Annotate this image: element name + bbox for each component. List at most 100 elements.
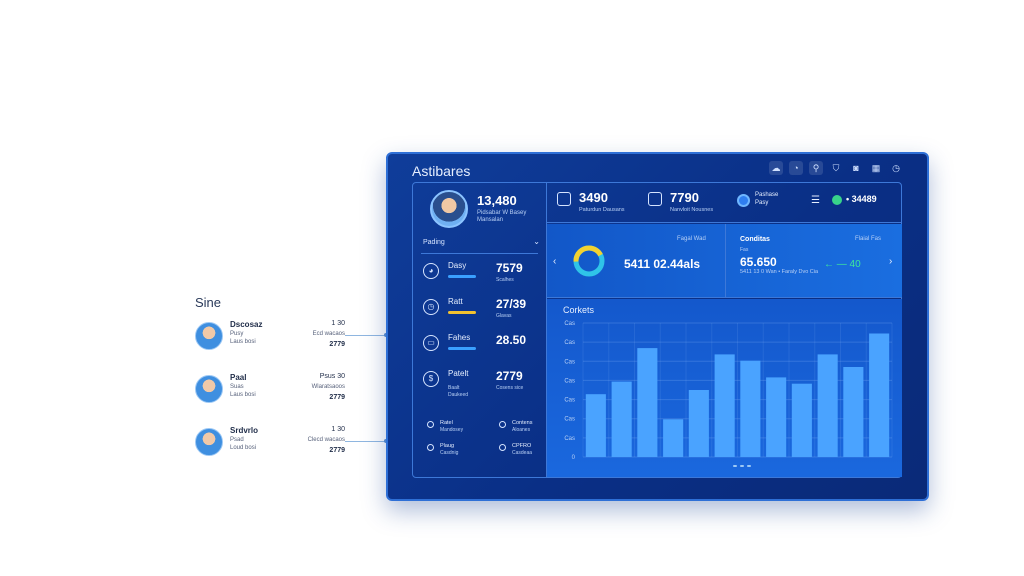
clock-icon[interactable]: ◷: [892, 163, 900, 173]
summary-value: 5411 02.44als: [624, 257, 701, 271]
badge-title: Pashase: [755, 192, 779, 198]
user-card[interactable]: Srdvrlo Psad Loud bosi 1 30 Clecd wacaos…: [195, 426, 355, 466]
stat-item[interactable]: $ Patelt 2779 Baalt Cosens sice Daukeed: [423, 369, 543, 399]
divider: [421, 253, 538, 254]
link-icon[interactable]: ⚲: [809, 161, 823, 175]
gauge-icon: ◕: [423, 263, 439, 279]
conditions-title: Conditas: [740, 236, 770, 243]
stat-sub: Baalt: [448, 385, 460, 391]
conditions-sub: Fas: [740, 247, 749, 253]
legend-item[interactable]: Ratel Mandosey: [427, 420, 487, 436]
legend-title: Ratel: [440, 420, 453, 426]
shield-icon[interactable]: ⛉: [832, 163, 840, 173]
donut-chart: [573, 245, 605, 277]
top-stat-value: 7790: [670, 190, 699, 205]
user-card[interactable]: Dscosaz Pusy Laus bosi 1 30 Ecd wacaos 2…: [195, 320, 355, 360]
chart-title: Corkets: [563, 305, 595, 315]
user-line2: Laus bosi: [230, 339, 256, 345]
chart-bar[interactable]: [611, 381, 632, 457]
user-line2: Laus bosi: [230, 392, 256, 398]
user-card[interactable]: Paal Suas Laus bosi Psus 30 Wlaratsaoos …: [195, 373, 355, 413]
chart-bar[interactable]: [869, 333, 890, 458]
chart-bar[interactable]: [663, 419, 684, 457]
stat-label: Fahes: [448, 333, 471, 342]
chat-icon: ▭: [423, 335, 439, 351]
clock-icon: ◷: [423, 299, 439, 315]
radio-icon: [427, 421, 434, 428]
chart-bar[interactable]: [637, 348, 658, 457]
side-list-title: Sine: [195, 295, 222, 310]
summary-row: ‹ Fagal Wad 5411 02.44als Conditas Fas F…: [547, 224, 902, 298]
chart-bar[interactable]: [714, 354, 735, 457]
legend-item[interactable]: CPFRO Casdeaa: [499, 443, 559, 459]
chart-bar[interactable]: [740, 360, 761, 457]
avatar[interactable]: [430, 190, 468, 228]
stat-label: Ratt: [448, 297, 463, 306]
stat-item[interactable]: ◷ Ratt 27/39 Glavas: [423, 297, 543, 327]
stat-item[interactable]: ◕ Dasy 7579 Scalhes: [423, 261, 543, 291]
user-name: Srdvrlo: [230, 426, 259, 435]
window-icon[interactable]: ▦: [871, 163, 881, 173]
user-num2: Ecd wacaos: [312, 331, 345, 337]
chart-bar[interactable]: [843, 367, 864, 457]
legend-sub: Casdnig: [440, 450, 459, 456]
online-icon: [832, 195, 842, 205]
chevron-down-icon[interactable]: ⌄: [533, 237, 540, 246]
dashboard-frame: 13,480 Pidsabar W Basey Mansalan Pading …: [412, 182, 902, 478]
folder-icon: [648, 192, 662, 206]
box-icon[interactable]: ◙: [853, 163, 859, 173]
chevron-left-icon[interactable]: ‹: [553, 256, 557, 267]
radio-icon: [427, 444, 434, 451]
stat-bar: [448, 311, 476, 314]
chevron-right-icon[interactable]: ›: [889, 256, 893, 267]
user-num3: 2779: [329, 394, 345, 401]
stat-value: 27/39: [496, 297, 527, 311]
chart-area: Cas Cas Cas Cas Cas Cas Cas 0 Corkets: [547, 299, 902, 477]
radio-icon: [499, 421, 506, 428]
legend-sub: Mandosey: [440, 427, 464, 433]
status-icon: [737, 194, 750, 207]
pager[interactable]: [733, 465, 751, 467]
y-tick-label: Cas: [564, 340, 575, 346]
trend-indicator: ← — 40: [824, 259, 861, 270]
user-name: Dscosaz: [230, 320, 263, 329]
pie-icon[interactable]: ◔: [789, 161, 803, 175]
summary-tag: Fagal Wad: [677, 236, 706, 242]
divider: [725, 224, 726, 298]
y-tick-label: 0: [572, 455, 576, 461]
radio-icon: [499, 444, 506, 451]
cloud-icon[interactable]: ☁: [769, 161, 783, 175]
chart-bar[interactable]: [817, 354, 838, 457]
dollar-icon: $: [423, 371, 439, 387]
stat-sub: Scalhes: [496, 277, 514, 283]
legend-title: CPFRO: [512, 443, 532, 449]
menu-icon[interactable]: ☰: [811, 195, 820, 206]
stat-bar: [448, 347, 476, 350]
legend-item[interactable]: Plaug Casdnig: [427, 443, 487, 459]
badge-sub: Pasy: [755, 200, 769, 206]
user-num2: Wlaratsaoos: [311, 384, 345, 390]
y-tick-label: Cas: [564, 321, 575, 327]
top-stat-value: 3490: [579, 190, 608, 205]
stat-value: 7579: [496, 261, 523, 275]
y-tick-label: Cas: [564, 398, 575, 404]
stat-sub: Glavas: [496, 313, 512, 319]
top-stats-row: 3490 Paturdun Dausans 7790 Nanvloit Nous…: [547, 183, 902, 223]
stat-value: 2779: [496, 369, 523, 383]
chart-bar[interactable]: [688, 390, 709, 457]
top-stat-sub: Paturdun Dausans: [579, 207, 625, 213]
legend-sub: Casdeaa: [512, 450, 533, 456]
legend-item[interactable]: Contens Aloanes: [499, 420, 559, 436]
chart-bar[interactable]: [766, 377, 787, 457]
stat-sub: Cosens sice: [496, 385, 524, 391]
stat-label: Patelt: [448, 369, 469, 378]
legend-title: Plaug: [440, 443, 455, 449]
chart-bar[interactable]: [585, 394, 606, 457]
top-right-value: • 34489: [846, 194, 877, 204]
user-num1: 1 30: [331, 320, 345, 327]
chart-bar[interactable]: [791, 383, 812, 457]
stat-item[interactable]: ▭ Fahes 28.50: [423, 333, 543, 363]
left-column: 13,480 Pidsabar W Basey Mansalan Pading …: [413, 183, 547, 477]
dashboard-panel: Astibares ☁ ◔ ⚲ ⛉ ◙ ▦ ◷ 13,480 Pidsabar …: [386, 152, 929, 501]
user-num1: 1 30: [331, 426, 345, 433]
